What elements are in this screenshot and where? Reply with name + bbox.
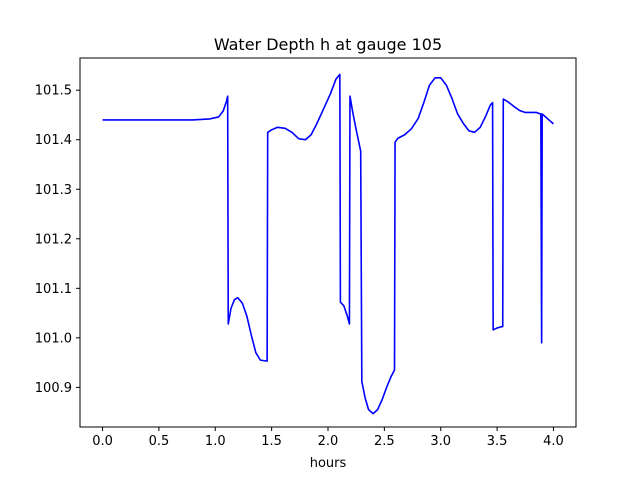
x-axis-label: hours <box>310 456 347 471</box>
y-tick-label: 101.1 <box>35 282 72 297</box>
x-tick-label: 2.5 <box>374 434 395 449</box>
x-tick-label: 3.0 <box>430 434 451 449</box>
x-tick-label: 0.5 <box>149 434 170 449</box>
x-tick-label: 1.5 <box>261 434 282 449</box>
series-line-0 <box>102 73 554 415</box>
y-tick-label: 100.9 <box>35 381 72 396</box>
x-tick-label: 1.0 <box>205 434 226 449</box>
x-tick-label: 2.0 <box>318 434 339 449</box>
y-tick-label: 101.3 <box>35 183 72 198</box>
y-tick-label: 101.0 <box>35 331 72 346</box>
series-layer <box>102 73 554 415</box>
chart-title: Water Depth h at gauge 105 <box>214 35 442 54</box>
y-axis: 100.9 101.0 101.1 101.2 101.3 101.4 101.5 <box>35 84 80 396</box>
y-tick-label: 101.2 <box>35 232 72 247</box>
y-tick-label: 101.5 <box>35 84 72 99</box>
y-tick-label: 101.4 <box>35 133 72 148</box>
x-axis: 0.0 0.5 1.0 1.5 2.0 2.5 3.0 3.5 4.0 <box>92 427 564 449</box>
x-tick-label: 4.0 <box>543 434 564 449</box>
x-tick-label: 0.0 <box>92 434 113 449</box>
x-tick-label: 3.5 <box>487 434 508 449</box>
